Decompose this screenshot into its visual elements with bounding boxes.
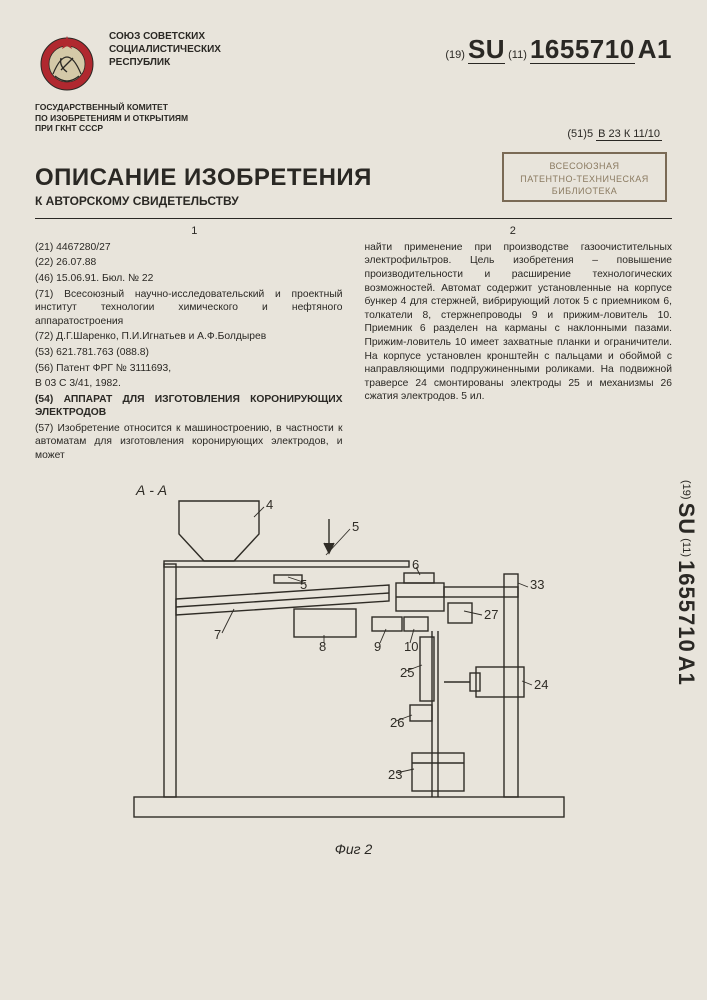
issuer: СОЮЗ СОВЕТСКИХ СОЦИАЛИСТИЧЕСКИХ РЕСПУБЛИ… [109, 30, 259, 69]
svg-text:23: 23 [388, 767, 402, 782]
publication-number: (19) SU (11) 1655710 A1 [445, 30, 672, 64]
left-column: (21) 4467280/27 (22) 26.07.88 (46) 15.06… [35, 241, 343, 465]
side-11: (11) [680, 538, 692, 557]
field-72: (72) Д.Г.Шаренко, П.И.Игнатьев и А.Ф.Бол… [35, 330, 343, 344]
side-19: (19) [680, 480, 692, 500]
side-docnumber: (19) SU (11) 1655710 A1 [673, 480, 699, 686]
library-stamp: ВСЕСОЮЗНАЯ ПАТЕНТНО-ТЕХНИЧЕСКАЯ БИБЛИОТЕ… [502, 152, 667, 202]
svg-text:6: 6 [412, 557, 419, 572]
ipc-label: (51)5 [567, 128, 593, 140]
divider [35, 218, 672, 219]
stamp-line: ПАТЕНТНО-ТЕХНИЧЕСКАЯ [504, 173, 665, 186]
figure-caption: Фиг 2 [35, 841, 672, 857]
right-column: найти применение при производстве газооч… [365, 241, 673, 465]
svg-text:4: 4 [266, 497, 273, 512]
colnum-right: 2 [510, 225, 516, 237]
svg-text:26: 26 [390, 715, 404, 730]
abstract: найти применение при производстве газооч… [365, 241, 673, 404]
field-22: (22) 26.07.88 [35, 256, 343, 270]
kind-code: A1 [638, 36, 672, 63]
side-cc: SU [674, 503, 699, 536]
body-columns: (21) 4467280/27 (22) 26.07.88 (46) 15.06… [35, 241, 672, 465]
field-71: (71) Всесоюзный научно-исследовательский… [35, 288, 343, 329]
svg-text:5: 5 [300, 577, 307, 592]
side-num: 1655710 [674, 560, 699, 653]
code-19: (19) [445, 49, 465, 61]
field-53: (53) 621.781.763 (088.8) [35, 346, 343, 360]
section-label: А - А [135, 482, 167, 498]
colnum-left: 1 [191, 225, 197, 237]
stamp-line: БИБЛИОТЕКА [504, 185, 665, 198]
side-kind: A1 [674, 656, 699, 686]
figure-drawing: А - А 4 5 5 6 7 8 9 10 33 27 25 24 26 23 [104, 479, 604, 834]
field-46: (46) 15.06.91. Бюл. № 22 [35, 272, 343, 286]
svg-text:33: 33 [530, 577, 544, 592]
field-57: (57) Изобретение относится к машинострое… [35, 422, 343, 463]
country-code: SU [468, 36, 505, 64]
field-21: (21) 4467280/27 [35, 241, 343, 255]
svg-text:8: 8 [319, 639, 326, 654]
committee: ГОСУДАРСТВЕННЫЙ КОМИТЕТ ПО ИЗОБРЕТЕНИЯМ … [35, 102, 255, 134]
stamp-line: ВСЕСОЮЗНАЯ [504, 160, 665, 173]
svg-text:9: 9 [374, 639, 381, 654]
svg-text:25: 25 [400, 665, 414, 680]
field-56: (56) Патент ФРГ № 3111693, [35, 362, 343, 376]
svg-text:27: 27 [484, 607, 498, 622]
svg-text:5: 5 [352, 519, 359, 534]
svg-text:24: 24 [534, 677, 548, 692]
ussr-emblem-icon [35, 30, 99, 94]
doc-number: 1655710 [530, 36, 635, 64]
field-56b: В 03 С 3/41, 1982. [35, 377, 343, 391]
svg-text:10: 10 [404, 639, 418, 654]
field-54: (54) АППАРАТ ДЛЯ ИЗГОТОВЛЕНИЯ КОРОНИРУЮЩ… [35, 393, 343, 420]
ipc-code: В 23 К 11/10 [596, 128, 662, 141]
code-11: (11) [508, 49, 527, 61]
ipc-class: (51)5 В 23 К 11/10 [567, 128, 662, 140]
svg-text:7: 7 [214, 627, 221, 642]
column-numbers: 1 2 [35, 225, 672, 237]
header: СОЮЗ СОВЕТСКИХ СОЦИАЛИСТИЧЕСКИХ РЕСПУБЛИ… [35, 30, 672, 94]
figure: А - А 4 5 5 6 7 8 9 10 33 27 25 24 26 23 [35, 479, 672, 857]
